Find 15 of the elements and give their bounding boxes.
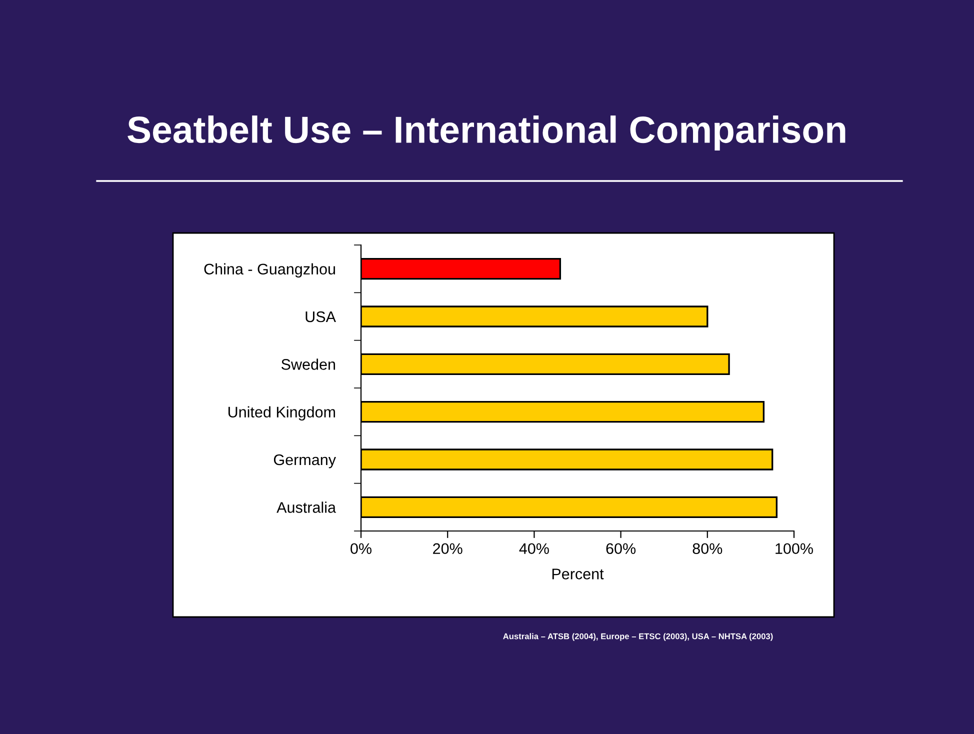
x-tick-label: 0% [350, 543, 372, 554]
text: Australia – ATSB (2004), Europe – ETSC (2003), USA – NHTSA (2003) [503, 633, 773, 641]
y-tick-label: China - Guangzhou [204, 263, 335, 278]
y-tick-label: United Kingdom [228, 406, 335, 421]
x-tick-label: 80% [692, 543, 722, 554]
y-tick-label: Australia [276, 502, 336, 513]
x-tick-label: 100% [776, 543, 813, 554]
chart-title: Seatbelt Use – International Comparison [128, 116, 846, 150]
y-tick-label: Sweden [281, 358, 336, 370]
x-tick-label: 60% [606, 543, 636, 554]
x-tick-label: 20% [433, 543, 462, 554]
y-tick-label: Germany [274, 454, 336, 468]
x-axis-title: Percent [552, 568, 604, 580]
x-tick-label: 40% [519, 543, 549, 554]
y-tick-label: USA [306, 311, 336, 322]
